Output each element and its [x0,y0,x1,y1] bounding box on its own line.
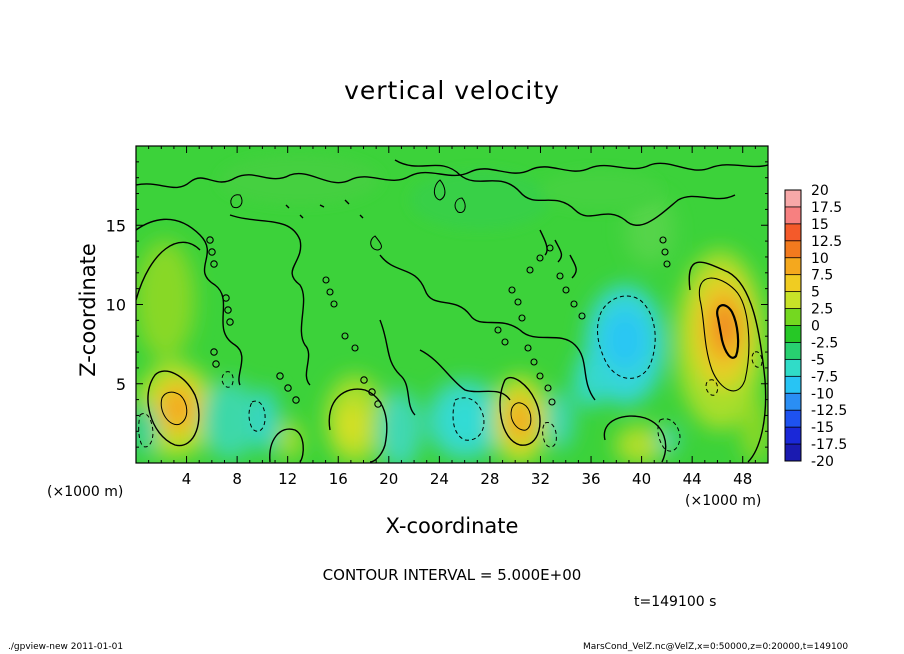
x-tick-label: 24 [430,470,449,488]
colorbar-swatch [785,342,801,360]
colorbar-swatch [785,291,801,310]
y-tick-label: 5 [116,375,126,394]
colorbar-label: -7.5 [811,369,838,385]
colorbar-label: 20 [811,183,829,199]
y-tick-label: 10 [106,296,126,315]
colorbar-label: -17.5 [811,437,847,453]
colorbar-label: 12.5 [811,234,842,250]
colorbar-label: -12.5 [811,403,847,419]
colorbar-label: 0 [811,319,820,335]
colorbar-swatch [785,427,801,445]
x-tick-label: 36 [581,470,600,488]
x-axis: 4 8 12 16 20 24 28 32 36 40 44 48 [148,146,769,488]
colorbar-swatch [785,376,801,394]
x-tick-label: 20 [379,470,398,488]
colorbar-label: -2.5 [811,335,838,351]
colorbar-swatch [785,308,801,326]
x-tick-label: 44 [683,470,702,488]
x-unit-left: (×1000 m) [47,484,124,500]
colorbar-swatch [785,393,801,411]
negative-contours [138,295,763,452]
colorbar-label: 5 [811,285,820,301]
colorbar-swatch [785,444,801,462]
colorbar-label: 2.5 [811,302,833,318]
contour-lines [136,159,768,463]
footer-left: ./gpview-new 2011-01-01 [8,642,124,652]
colorbar-swatch [785,325,801,343]
x-tick-label: 8 [232,470,242,488]
colorbar-label: 15 [811,217,829,233]
colorbar-label: -15 [811,420,834,436]
colorbar: 2017.51512.5107.552.50-2.5-5-7.5-10-12.5… [784,183,847,470]
x-axis-label: X-coordinate [385,514,519,538]
x-tick-label: 40 [632,470,651,488]
colorbar-swatch [785,410,801,428]
x-tick-label: 48 [733,470,752,488]
plot-field [136,146,768,463]
contour-interval-note: CONTOUR INTERVAL = 5.000E+00 [322,566,582,584]
colorbar-label: 7.5 [811,268,833,284]
y-axis: 5 10 15 [106,161,768,448]
x-tick-label: 16 [329,470,348,488]
colorbar-swatch [785,240,801,259]
colorbar-swatch [785,359,801,377]
y-tick-label: 15 [106,216,126,235]
colorbar-swatch [785,257,801,276]
colorbar-label: 17.5 [811,200,842,216]
x-tick-label: 12 [278,470,297,488]
colorbar-label: -5 [811,352,825,368]
chart-title: vertical velocity [344,76,560,105]
upper-texture [220,155,660,230]
colorbar-label: 10 [811,251,829,267]
colorbar-swatch [785,190,801,208]
colorbar-label: -20 [811,454,834,470]
x-unit-right: (×1000 m) [685,493,762,509]
colorbar-label: -10 [811,386,834,402]
x-tick-label: 32 [531,470,550,488]
colorbar-swatch [785,223,801,242]
x-tick-label: 4 [182,470,192,488]
x-tick-label: 28 [480,470,499,488]
time-label: t=149100 s [634,594,717,610]
small-contour-loops [206,236,671,408]
colorbar-swatch [785,206,801,225]
footer-right: MarsCond_VelZ.nc@VelZ,x=0:50000,z=0:2000… [583,642,849,652]
colorbar-swatch [785,274,801,293]
